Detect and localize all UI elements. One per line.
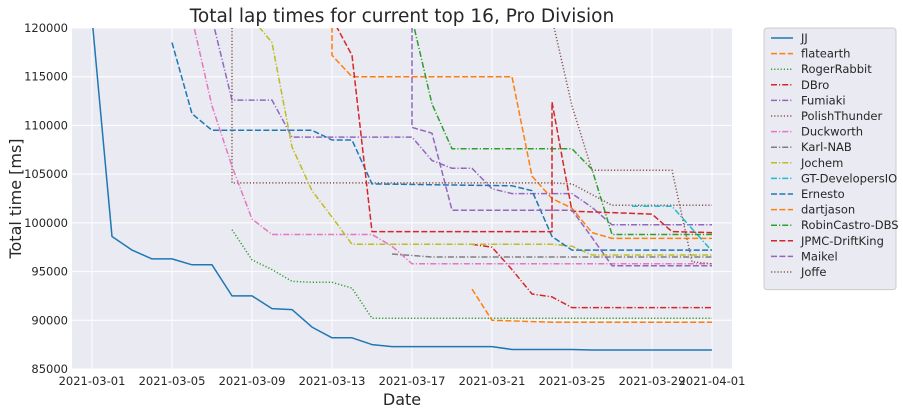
- series-line-flatearth: [331, 28, 712, 240]
- x-tick-label: 2021-03-25: [539, 374, 606, 388]
- x-tick-label: 2021-03-13: [299, 374, 366, 388]
- legend-label: Fumiaki: [801, 93, 846, 107]
- series-line-jpmc-driftking: [336, 28, 713, 234]
- y-tick-label: 85000: [31, 362, 68, 376]
- x-tick-label: 2021-03-05: [139, 374, 206, 388]
- legend-label: RogerRabbit: [801, 62, 872, 76]
- y-tick-label: 105000: [24, 167, 68, 181]
- x-tick-label: 2021-03-01: [59, 374, 126, 388]
- legend-label: GT-DevelopersIO: [801, 171, 897, 185]
- series-line-rogerrabbit: [231, 229, 712, 320]
- series-line-gt-developersio: [632, 205, 713, 252]
- x-tick-label: 2021-03-17: [379, 374, 446, 388]
- series-line-maikel: [411, 28, 712, 267]
- series-line-jj: [92, 28, 712, 351]
- legend-label: dartjason: [801, 203, 855, 217]
- series-line-dartjason: [471, 288, 712, 323]
- y-tick-label: 110000: [24, 118, 68, 132]
- x-tick-label: 2021-04-01: [679, 374, 746, 388]
- legend-label: flatearth: [801, 47, 850, 61]
- legend-label: Duckworth: [801, 125, 863, 139]
- series-line-fumiaki: [213, 28, 712, 226]
- legend-label: Jochem: [800, 156, 843, 170]
- x-tick-label: 2021-03-29: [619, 374, 686, 388]
- legend-label: JPMC-DriftKing: [800, 234, 884, 248]
- legend-label: Maikel: [801, 249, 838, 263]
- legend-label: PolishThunder: [801, 109, 882, 123]
- plot-area: [72, 28, 732, 369]
- y-tick-label: 100000: [24, 216, 68, 230]
- legend-label: JJ: [800, 31, 808, 45]
- y-tick-label: 115000: [24, 70, 68, 84]
- series-line-karl-nab: [391, 253, 712, 258]
- x-axis-label: Date: [383, 390, 421, 409]
- series-layer: [92, 28, 713, 351]
- legend-box: [763, 27, 897, 291]
- legend-label: RobinCastro-DBS: [801, 218, 899, 232]
- legend-label: Ernesto: [801, 187, 845, 201]
- y-tick-label: 90000: [31, 313, 68, 327]
- legend-label: Joffe: [800, 265, 826, 279]
- y-tick-label: 95000: [31, 265, 68, 279]
- grid: [72, 27, 732, 370]
- chart-title: Total lap times for current top 16, Pro …: [189, 6, 614, 27]
- x-tick-label: 2021-03-21: [459, 374, 526, 388]
- series-line-ernesto: [171, 42, 712, 251]
- x-axis: 2021-03-01 2021-03-05 2021-03-09 2021-03-13…: [59, 374, 746, 388]
- y-axis-label: Total time [ms]: [6, 138, 25, 259]
- y-axis: 85000 90000 95000 100000 105000 110000 115000 1…: [24, 21, 68, 376]
- x-tick-label: 2021-03-09: [219, 374, 286, 388]
- legend-label: DBro: [801, 78, 829, 92]
- series-line-dbro: [471, 243, 712, 309]
- y-tick-label: 120000: [24, 21, 68, 35]
- legend-label: Karl-NAB: [801, 140, 852, 154]
